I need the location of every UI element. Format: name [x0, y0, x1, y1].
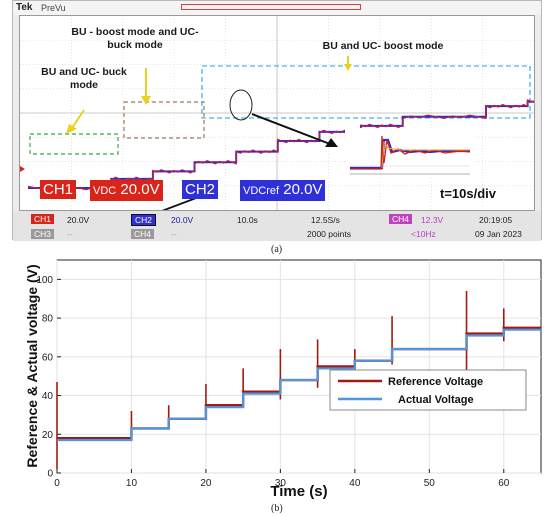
status-time: 10.0s — [237, 215, 258, 225]
arrow-bu-uc-boost-head — [344, 64, 352, 71]
scope-status-bar: CH1 20.0V CH2 20.0V CH3 -- CH4 -- 10.0s … — [13, 211, 541, 241]
scope-top-bar: Tek PreVu — [13, 1, 541, 15]
inset-ch1-trace — [350, 135, 471, 170]
voltage-chart: 0 10 20 30 40 50 60 0 20 40 60 80 100 Reference Vol… — [0, 250, 550, 500]
annotation-bu-uc-boost: BU and UC- boost mode — [322, 40, 444, 52]
ch2-scale: 20.0V — [283, 181, 323, 198]
plot-area — [56, 259, 542, 474]
zoom-arrow-head — [325, 138, 338, 147]
ch1-label: CH1 — [40, 180, 77, 199]
ch2-signal: VDCref 20.0V — [240, 180, 326, 201]
legend-label-actual: Actual Voltage — [398, 394, 474, 406]
status-ch4a-value: -- — [171, 229, 177, 239]
inset-orange-trace — [381, 140, 470, 169]
x-axis-label: Time (s) — [270, 483, 327, 500]
annotation-bu-boost-uc-buck: BU - boost mode and UC- buck mode — [71, 26, 199, 51]
x-tick-label: 20 — [200, 478, 212, 489]
legend-label-reference: Reference Voltage — [388, 376, 483, 388]
scope-waveform-plot — [20, 16, 534, 210]
y-tick-label: 40 — [42, 391, 54, 402]
x-tick-label: 10 — [126, 478, 138, 489]
status-ch3-value: -- — [67, 229, 73, 239]
status-date: 09 Jan 2023 — [475, 229, 522, 239]
x-tick-label: 0 — [54, 478, 60, 489]
status-ch4a: CH4 — [131, 229, 155, 239]
actual-voltage-line — [57, 328, 541, 442]
zoom-arrow — [251, 113, 331, 145]
voltage-chart-svg: 0 10 20 30 40 50 60 0 20 40 60 80 100 Reference Vol… — [24, 259, 542, 500]
mode-box-blue — [201, 65, 531, 119]
zoom-ellipse — [229, 89, 253, 121]
mode-box-green — [29, 133, 119, 155]
ch1-voltage-trace — [27, 99, 534, 191]
status-frequency: <10Hz — [411, 229, 436, 239]
y-tick-label: 60 — [42, 352, 54, 363]
y-tick-label: 100 — [36, 275, 53, 286]
y-tick-label: 80 — [42, 314, 54, 325]
arrow-boost-buck-head — [141, 96, 151, 105]
ch1-scale: 20.0V — [120, 181, 160, 198]
mode-box-brown — [123, 101, 205, 139]
status-ch4b-value: 12.3V — [421, 215, 444, 225]
x-tick-label: 60 — [498, 478, 510, 489]
caption-a: (a) — [271, 244, 283, 255]
status-ch1: CH1 — [31, 214, 55, 224]
status-clock: 20:19:05 — [479, 215, 513, 225]
scope-graticule — [20, 16, 534, 210]
gridlines — [56, 260, 541, 474]
scope-screen: BU - boost mode and UC- buck mode BU and… — [19, 15, 535, 211]
status-rate: 12.5S/s — [311, 215, 340, 225]
ch1-signal-name: VDC — [93, 185, 117, 197]
ch1-ground-marker — [20, 166, 25, 172]
timebase-label: t=10s/div — [440, 186, 497, 201]
arrow-bu-uc-buck-head — [66, 124, 77, 134]
record-position-marker — [181, 4, 361, 10]
ch1-name: CH1 — [43, 181, 74, 198]
scope-mode: PreVu — [41, 3, 66, 13]
annotation-bu-uc-buck: BU and UC- buck mode — [41, 66, 127, 91]
legend: Reference Voltage Actual Voltage — [329, 369, 527, 411]
ch2-signal-name: VDCref — [243, 185, 280, 197]
y-tick-label: 0 — [47, 469, 53, 480]
zoom-inset — [345, 128, 475, 178]
x-tick-label: 50 — [424, 478, 436, 489]
status-points: 2000 points — [307, 229, 351, 239]
status-ch4b: CH4 — [389, 214, 413, 224]
series-layer — [56, 290, 541, 470]
oscilloscope-screenshot: Tek PreVu — [12, 0, 542, 241]
legend-box — [329, 369, 527, 411]
ch2-label: CH2 — [182, 180, 219, 199]
y-axis-label: Reference & Actual voltage (V) — [24, 264, 40, 467]
ch2-name: CH2 — [185, 181, 216, 198]
status-ch2-value: 20.0V — [171, 215, 194, 225]
status-ch2: CH2 — [131, 214, 157, 226]
caption-b: (b) — [271, 503, 283, 514]
status-ch1-value: 20.0V — [67, 215, 90, 225]
x-tick-label: 40 — [349, 478, 361, 489]
x-tick-label: 30 — [275, 478, 287, 489]
status-ch3: CH3 — [31, 229, 55, 239]
scope-brand: Tek — [16, 2, 33, 13]
ch1-signal: VDC 20.0V — [90, 180, 163, 201]
y-tick-label: 20 — [42, 430, 54, 441]
y-axis-ticks: 0 20 40 60 80 100 — [36, 275, 61, 480]
arrow-bu-uc-buck — [71, 109, 85, 129]
x-axis-ticks: 0 10 20 30 40 50 60 — [54, 469, 510, 489]
